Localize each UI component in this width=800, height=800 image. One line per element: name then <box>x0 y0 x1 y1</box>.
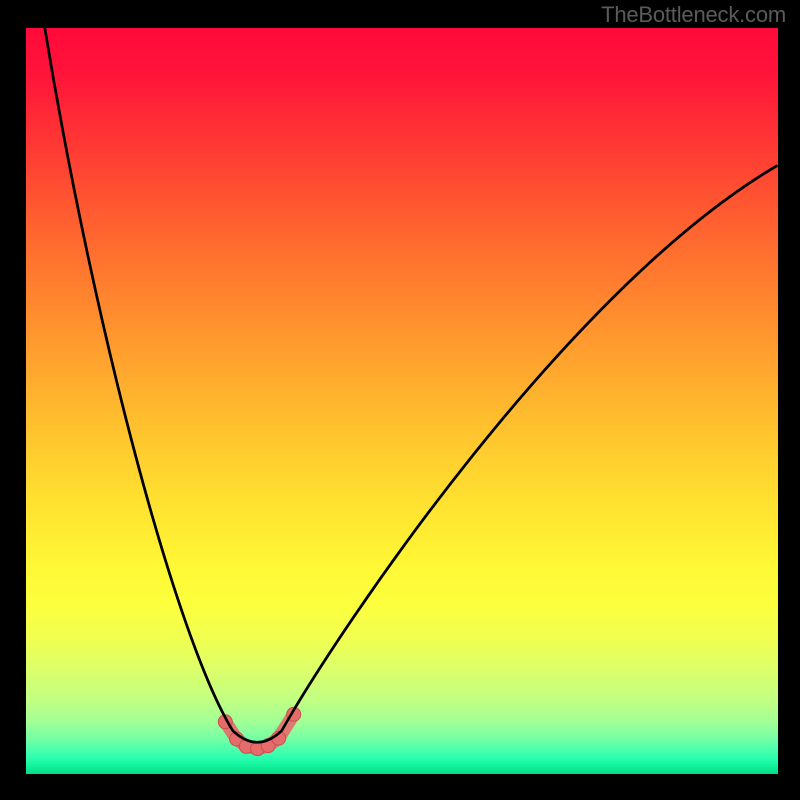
bottleneck-curve <box>45 28 777 742</box>
chart-frame: TheBottleneck.com <box>0 0 800 800</box>
curve-layer <box>26 28 778 774</box>
watermark-text: TheBottleneck.com <box>601 2 786 28</box>
plot-area <box>26 28 778 774</box>
bottleneck-curve-overlay <box>45 28 777 742</box>
